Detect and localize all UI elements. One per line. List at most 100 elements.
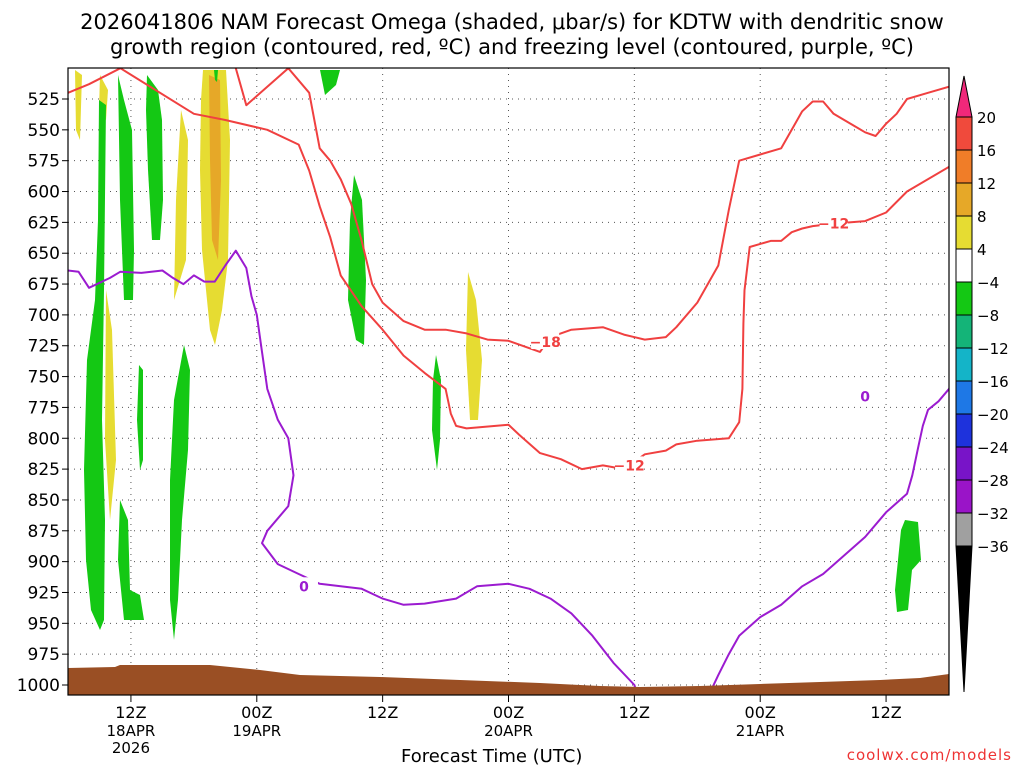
contour-label-bg xyxy=(851,387,880,404)
colorbar-segment xyxy=(955,215,973,250)
x-tick-date-label: 21APR xyxy=(736,722,785,740)
y-tick-label: 600 xyxy=(28,183,60,203)
x-tick-label: 00Z xyxy=(745,703,776,722)
colorbar-label: −4 xyxy=(977,274,999,292)
omega-shade-green xyxy=(214,70,218,82)
contour-label: −18 xyxy=(530,335,561,351)
x-tick-label: 12Z xyxy=(870,703,901,722)
y-axis: 525 550 575 600 625 650 675 700 725 750 775 800 825 8… xyxy=(17,90,68,696)
omega-shade-green xyxy=(84,100,106,630)
colorbar-label: −24 xyxy=(977,439,1009,457)
x-tick-label: 12Z xyxy=(115,703,146,722)
y-tick-label: 900 xyxy=(28,553,60,573)
omega-shade-orange xyxy=(209,75,221,260)
colorbar-segment xyxy=(955,512,973,547)
contour-lines xyxy=(68,68,949,695)
omega-shade-green xyxy=(118,75,134,300)
y-tick-label: 625 xyxy=(28,213,60,233)
y-tick-label: 1000 xyxy=(17,676,60,696)
colorbar-segment xyxy=(955,479,973,514)
colorbar-label: −16 xyxy=(977,373,1009,391)
y-tick-label: 800 xyxy=(28,429,60,449)
omega-shade-green xyxy=(118,500,144,620)
x-tick-label: 00Z xyxy=(241,703,272,722)
colorbar-segment xyxy=(955,314,973,349)
y-tick-label: 525 xyxy=(28,90,60,110)
x-tick-date-label: 20APR xyxy=(484,722,533,740)
y-tick-label: 675 xyxy=(28,275,60,295)
omega-shade-yellow xyxy=(466,272,482,420)
colorbar-segment xyxy=(955,347,973,382)
colorbar-label: 4 xyxy=(977,241,987,259)
colorbar-label: 8 xyxy=(977,208,987,226)
colorbar-label: 12 xyxy=(977,175,996,193)
omega-shade-green xyxy=(146,75,163,240)
colorbar-label: −28 xyxy=(977,472,1009,490)
y-tick-label: 825 xyxy=(28,460,60,480)
y-tick-label: 575 xyxy=(28,152,60,172)
omega-shade-green xyxy=(348,175,366,345)
contour-labels: −18 −12 −12 0 0 xyxy=(289,214,880,595)
x-tick-date-label: 19APR xyxy=(232,722,281,740)
y-tick-label: 875 xyxy=(28,522,60,542)
colorbar-segment xyxy=(955,380,973,415)
omega-shade-green xyxy=(170,345,190,640)
y-tick-label: 850 xyxy=(28,491,60,511)
y-tick-label: 950 xyxy=(28,614,60,634)
credit-text: coolwx.com/models xyxy=(846,746,1012,764)
y-tick-label: 775 xyxy=(28,398,60,418)
omega-shade-green xyxy=(320,70,340,95)
contour-label: 0 xyxy=(860,389,870,405)
contour-label: 0 xyxy=(299,579,309,595)
colorbar-segment xyxy=(955,182,973,217)
omega-shade-yellow xyxy=(174,110,188,300)
colorbar-segment xyxy=(955,281,973,316)
x-tick-date-label: 2026 xyxy=(112,739,150,757)
y-tick-label: 550 xyxy=(28,121,60,141)
y-tick-label: 700 xyxy=(28,306,60,326)
y-tick-label: 975 xyxy=(28,645,60,665)
x-tick-label: 12Z xyxy=(367,703,398,722)
colorbar-label: 20 xyxy=(977,109,996,127)
y-tick-label: 750 xyxy=(28,368,60,388)
x-tick-date-label: 18APR xyxy=(107,722,156,740)
omega-shading xyxy=(75,70,921,640)
y-tick-label: 925 xyxy=(28,583,60,603)
colorbar-segment xyxy=(955,446,973,481)
colorbar-segment xyxy=(955,149,973,184)
chart-title-line2: growth region (contoured, red, ºC) and f… xyxy=(110,35,914,59)
contour-line xyxy=(68,68,949,471)
colorbar-top-arrow xyxy=(955,75,973,118)
contour-label: −12 xyxy=(614,458,645,474)
colorbar-segment xyxy=(955,248,973,283)
chart-title-line1: 2026041806 NAM Forecast Omega (shaded, μ… xyxy=(80,10,944,34)
contour-label-bg xyxy=(531,333,560,350)
colorbar-label: −20 xyxy=(977,406,1009,424)
contour-label-bg xyxy=(289,577,318,594)
colorbar-label: −8 xyxy=(977,307,999,325)
colorbar: 20 16 12 8 4 −4 −8 −12 −16 −20 −24 −28 −32 −36 xyxy=(955,75,1009,693)
colorbar-label: −32 xyxy=(977,505,1009,523)
colorbar-label: −12 xyxy=(977,340,1009,358)
contour-label-bg xyxy=(819,214,848,231)
y-tick-label: 725 xyxy=(28,337,60,357)
contour-line xyxy=(234,68,949,353)
omega-shade-yellow xyxy=(105,290,116,520)
x-axis-label: Forecast Time (UTC) xyxy=(401,746,583,767)
x-tick-label: 12Z xyxy=(619,703,650,722)
colorbar-label: 16 xyxy=(977,142,996,160)
omega-shade-green xyxy=(137,365,143,470)
terrain-ground xyxy=(68,665,949,695)
omega-shade-green xyxy=(895,520,921,612)
y-tick-label: 650 xyxy=(28,244,60,264)
omega-shade-green xyxy=(432,355,441,470)
contour-line xyxy=(68,249,949,695)
contour-label-bg xyxy=(615,456,644,473)
contour-label: −12 xyxy=(818,217,849,233)
colorbar-label: −36 xyxy=(977,538,1009,556)
colorbar-bottom-arrow xyxy=(955,545,973,693)
colorbar-segment xyxy=(955,116,973,151)
colorbar-segment xyxy=(955,413,973,448)
